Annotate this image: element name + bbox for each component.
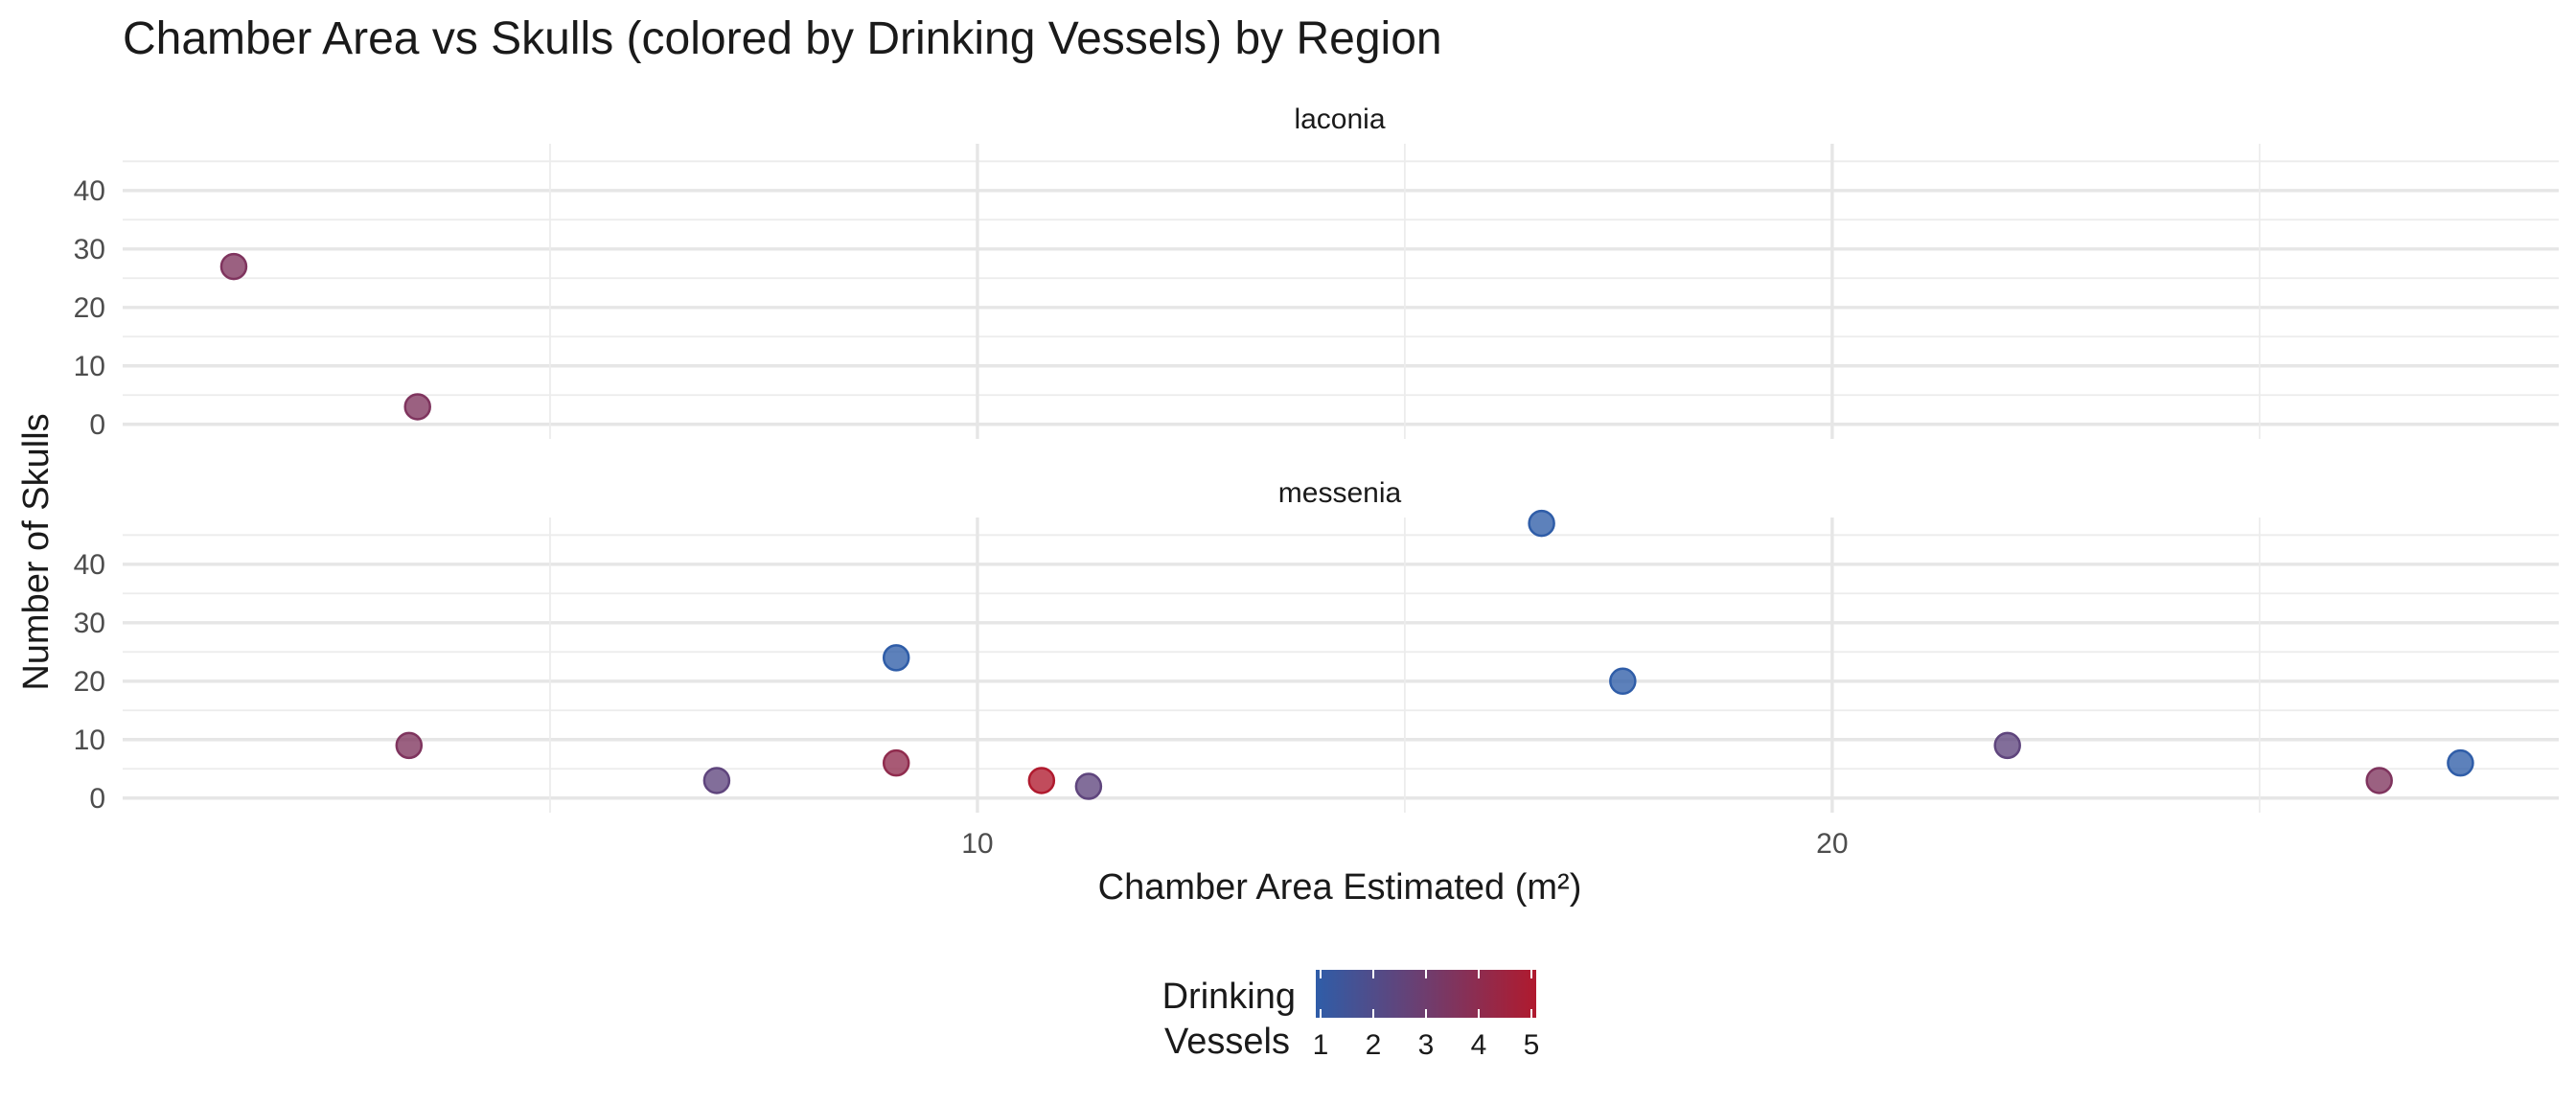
data-point <box>702 767 731 794</box>
panel-label-laconia: laconia <box>1294 104 1385 135</box>
panel-grid-laconia <box>123 144 2559 439</box>
x-axis-ticks: 10 20 <box>961 828 1848 860</box>
legend-title-line-1: Drinking <box>1162 977 1296 1017</box>
color-legend: Drinking Vessels 1 2 3 4 5 <box>1162 970 1540 1062</box>
data-point <box>1609 667 1637 696</box>
legend-tick-label: 5 <box>1524 1029 1540 1061</box>
data-point <box>1993 731 2021 760</box>
data-point <box>882 748 910 777</box>
data-point <box>1074 772 1103 800</box>
legend-title-line-2: Vessels <box>1164 1022 1290 1062</box>
data-point <box>882 644 910 672</box>
panel-points-laconia <box>219 252 431 421</box>
legend-tick-label: 1 <box>1313 1029 1329 1061</box>
panel-y-ticks-messenia: 0 10 20 30 40 <box>74 549 105 815</box>
y-tick-label: 30 <box>74 608 105 639</box>
y-tick-label: 10 <box>74 351 105 382</box>
chart-title: Chamber Area vs Skulls (colored by Drink… <box>123 13 1442 64</box>
panel-grid-messenia <box>123 518 2559 813</box>
panel-messenia: messenia 0 10 20 30 40 <box>74 477 2559 815</box>
legend-tick-label: 4 <box>1471 1029 1487 1061</box>
data-point <box>403 393 431 421</box>
y-tick-label: 40 <box>74 549 105 581</box>
data-point <box>2447 748 2474 777</box>
y-tick-label: 20 <box>74 292 105 324</box>
y-tick-label: 20 <box>74 666 105 698</box>
data-point <box>1528 509 1555 538</box>
panel-label-messenia: messenia <box>1278 477 1402 509</box>
panel-points-messenia <box>395 509 2474 800</box>
y-tick-label: 40 <box>74 175 105 207</box>
x-axis-title: Chamber Area Estimated (m²) <box>1098 867 1582 908</box>
data-point <box>2365 767 2393 794</box>
data-point <box>395 731 424 760</box>
legend-tick-label: 2 <box>1366 1029 1382 1061</box>
panel-laconia: laconia 0 10 20 30 40 <box>74 104 2559 441</box>
data-point <box>1027 767 1056 794</box>
x-tick-label: 10 <box>961 828 993 860</box>
y-axis-title: Number of Skulls <box>16 413 57 690</box>
x-tick-label: 20 <box>1816 828 1848 860</box>
y-tick-label: 0 <box>89 409 105 441</box>
y-tick-label: 10 <box>74 724 105 756</box>
panel-y-ticks-laconia: 0 10 20 30 40 <box>74 175 105 441</box>
y-tick-label: 30 <box>74 234 105 265</box>
legend-ticks: 1 2 3 4 5 <box>1313 970 1540 1061</box>
legend-tick-label: 3 <box>1418 1029 1435 1061</box>
data-point <box>219 252 248 281</box>
y-tick-label: 0 <box>89 783 105 815</box>
